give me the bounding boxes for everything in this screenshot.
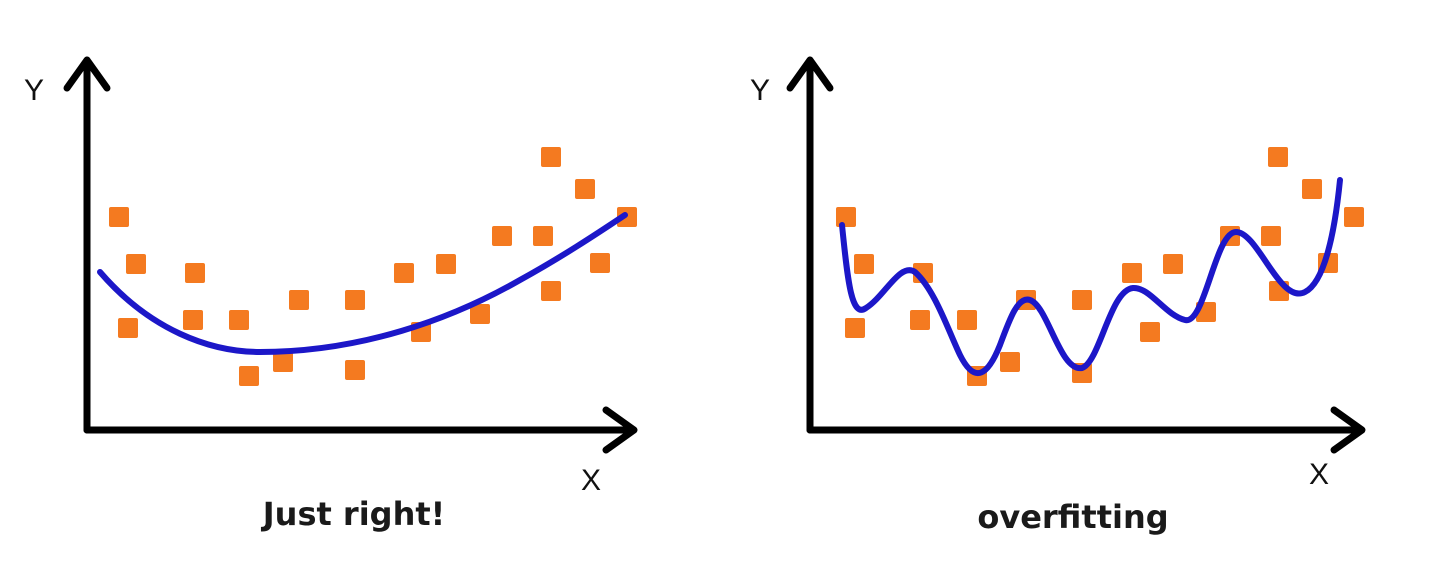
data-point [1261,226,1281,246]
data-point [126,254,146,274]
data-point [1122,263,1142,283]
x-axis-arrow-icon [1330,406,1366,454]
x-axis-arrow-icon [602,406,638,454]
data-points [109,147,637,386]
data-point [541,281,561,301]
data-point [533,226,553,246]
data-point [1302,179,1322,199]
caption: overfitting [977,498,1168,536]
data-point [957,310,977,330]
data-point [854,254,874,274]
y-axis-label: Y [750,74,770,107]
data-point [590,253,610,273]
data-point [239,366,259,386]
data-point [836,207,856,227]
data-point [118,318,138,338]
data-point [345,360,365,380]
y-axis-label: Y [24,74,44,107]
data-point [1000,352,1020,372]
data-point [1268,147,1288,167]
fit-curve [839,177,1343,377]
y-axis-arrow-icon [786,56,834,92]
data-point [229,310,249,330]
data-point [541,147,561,167]
data-point [575,179,595,199]
data-point [345,290,365,310]
panel-just-right: Y X Just right! [24,56,638,533]
data-point [1072,290,1092,310]
data-point [1163,254,1183,274]
data-point [845,318,865,338]
x-axis-label: X [1309,458,1329,491]
data-point [910,310,930,330]
data-points [836,147,1364,386]
data-point [289,290,309,310]
data-point [1140,322,1160,342]
panel-overfitting: Y X overfitting [750,56,1366,536]
data-point [492,226,512,246]
y-axis-arrow-icon [63,56,111,92]
fit-curve [97,212,628,355]
data-point [1344,207,1364,227]
caption: Just right! [261,495,446,533]
data-point [185,263,205,283]
data-point [109,207,129,227]
data-point [183,310,203,330]
data-point [436,254,456,274]
data-point [470,304,490,324]
data-point [273,352,293,372]
data-point [394,263,414,283]
x-axis-label: X [581,464,601,497]
